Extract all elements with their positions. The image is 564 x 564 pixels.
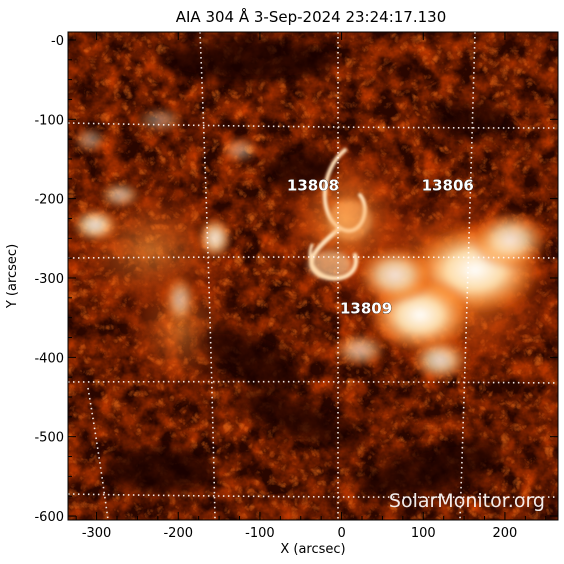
- y-tick-label: -0: [51, 34, 64, 49]
- heliographic-grid: [68, 32, 558, 520]
- x-tick-label: -300: [82, 526, 112, 541]
- active-region-labels: 13808 13806 13809: [287, 176, 475, 318]
- y-tick-label: -200: [34, 193, 64, 208]
- x-tick-label: 100: [411, 526, 436, 541]
- y-tick-label: -400: [34, 351, 64, 366]
- active-region-label: 13808: [287, 177, 339, 195]
- active-region-label: 13809: [340, 300, 392, 318]
- active-region-label: 13806: [422, 177, 474, 195]
- x-tick-label: -200: [163, 526, 193, 541]
- y-axis: -0 -100 -200 -300 -400 -500 -600: [34, 34, 558, 525]
- watermark: SolarMonitor.org: [389, 490, 545, 512]
- y-tick-label: -500: [34, 431, 64, 446]
- x-tick-label: 200: [493, 526, 518, 541]
- y-tick-label: -100: [34, 113, 64, 128]
- solar-image: [68, 32, 558, 520]
- y-axis-label: Y (arcsec): [5, 244, 20, 309]
- x-tick-label: -100: [245, 526, 275, 541]
- plot-frame: [67, 31, 559, 521]
- y-tick-label: -300: [34, 272, 64, 287]
- figure-title: AIA 304 Å 3-Sep-2024 23:24:17.130: [176, 7, 447, 26]
- x-axis: -300 -200 -100 0 100 200: [75, 32, 547, 541]
- y-tick-label: -600: [34, 510, 64, 525]
- x-tick-label: 0: [337, 526, 345, 541]
- x-axis-label: X (arcsec): [280, 542, 345, 557]
